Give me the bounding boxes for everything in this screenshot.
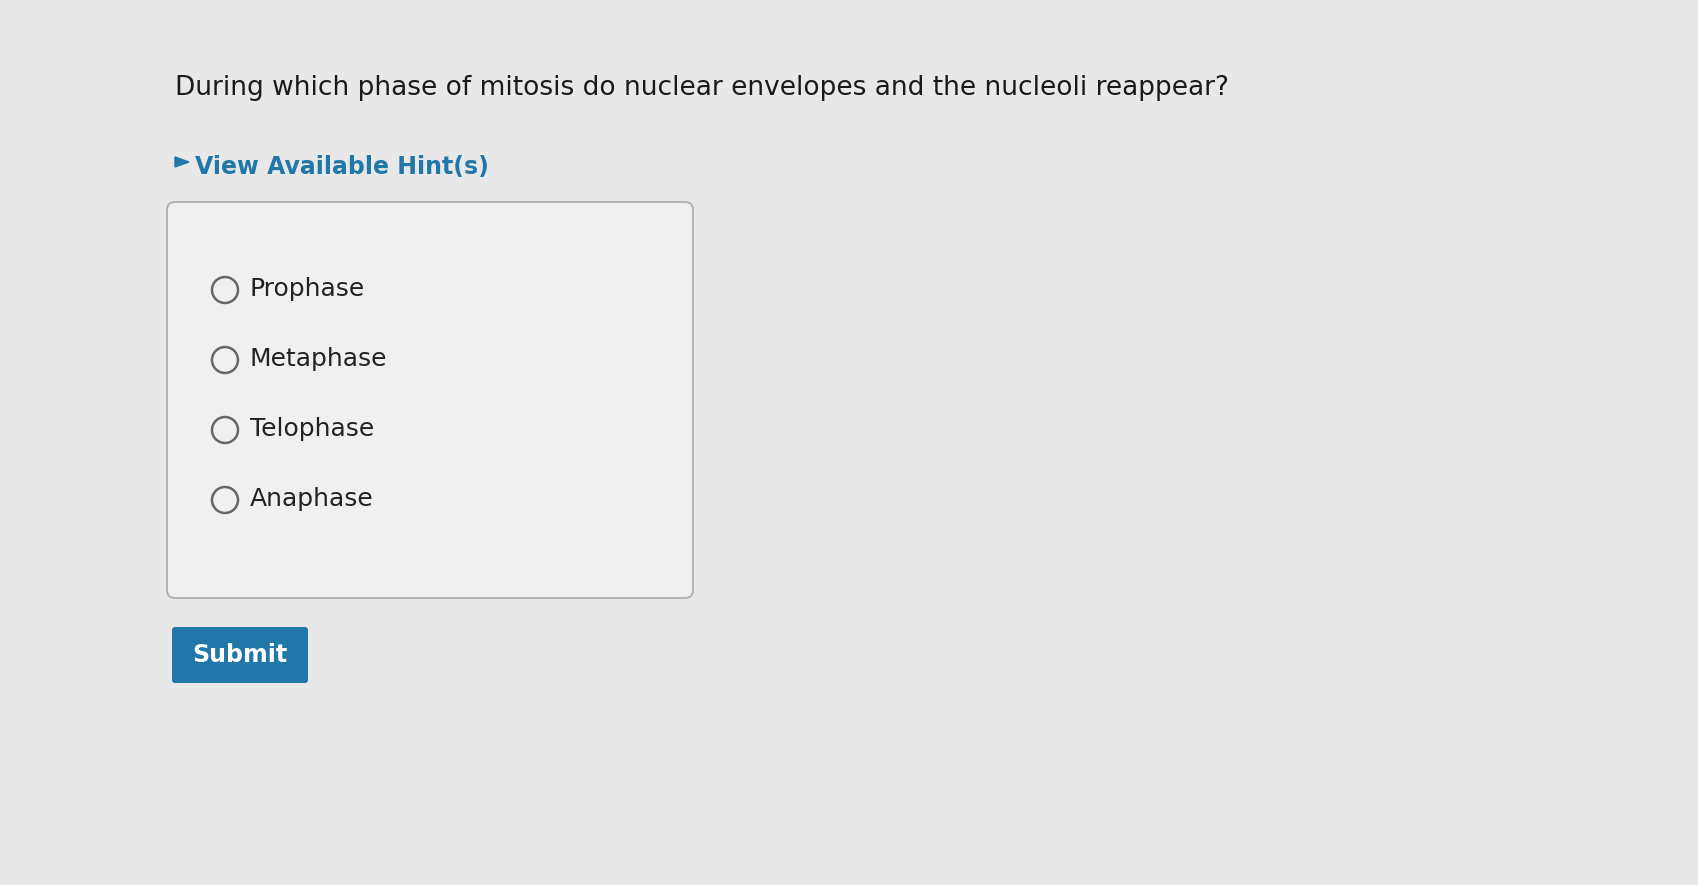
- Text: Telophase: Telophase: [250, 417, 374, 441]
- Circle shape: [212, 487, 238, 513]
- Text: Submit: Submit: [192, 643, 287, 667]
- Text: View Available Hint(s): View Available Hint(s): [195, 155, 489, 179]
- Circle shape: [212, 417, 238, 443]
- Text: During which phase of mitosis do nuclear envelopes and the nucleoli reappear?: During which phase of mitosis do nuclear…: [175, 75, 1228, 101]
- FancyBboxPatch shape: [171, 627, 307, 683]
- Text: Anaphase: Anaphase: [250, 487, 374, 511]
- Circle shape: [212, 277, 238, 303]
- FancyBboxPatch shape: [166, 202, 693, 598]
- Text: Metaphase: Metaphase: [250, 347, 387, 371]
- Text: Prophase: Prophase: [250, 277, 365, 301]
- Polygon shape: [175, 157, 188, 167]
- Circle shape: [212, 347, 238, 373]
